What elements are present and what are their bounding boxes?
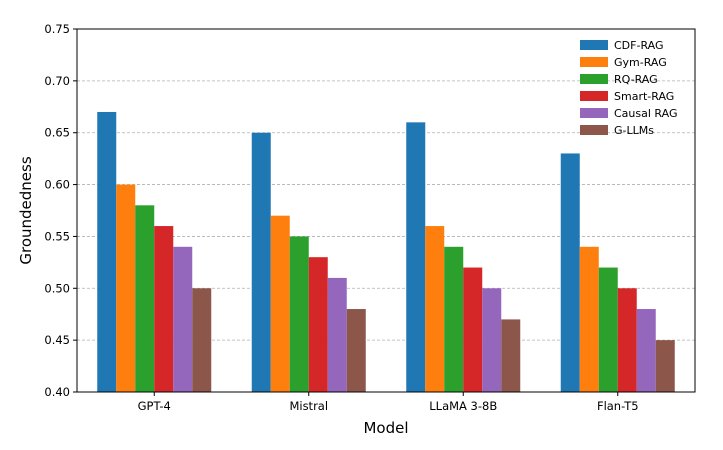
bar-g-llms-mistral [346, 309, 366, 392]
legend-label: Causal RAG [614, 107, 677, 120]
y-tick-label: 0.45 [44, 333, 70, 347]
bar-gym-rag-gpt-4 [116, 184, 136, 392]
bar-cdf-rag-llama-3-8b [406, 122, 426, 392]
legend-label: RQ-RAG [614, 73, 658, 86]
bar-cdf-rag-gpt-4 [97, 111, 117, 392]
plot-frame [76, 28, 696, 393]
bar-gym-rag-llama-3-8b [425, 226, 445, 392]
y-tick-label: 0.50 [44, 281, 70, 295]
bar-smart-rag-gpt-4 [154, 226, 174, 392]
bar-rq-rag-llama-3-8b [444, 246, 464, 392]
bar-g-llms-llama-3-8b [501, 319, 521, 392]
y-axis-ticks: 0.40 0.45 0.50 0.55 0.60 0.65 0.70 0.75 [44, 22, 77, 399]
legend-label: G-LLMs [614, 124, 654, 137]
y-tick-label: 0.60 [44, 178, 70, 192]
bar-smart-rag-flan-t5 [617, 288, 637, 392]
bar-cdf-rag-mistral [251, 132, 271, 392]
legend-swatch [580, 74, 608, 84]
x-axis-title: Model [363, 419, 408, 437]
bar-causal-rag-llama-3-8b [482, 288, 502, 392]
bar-causal-rag-mistral [327, 277, 347, 392]
bar-causal-rag-flan-t5 [636, 309, 656, 392]
bar-g-llms-gpt-4 [192, 288, 212, 392]
bar-causal-rag-gpt-4 [173, 246, 193, 392]
legend-swatch [580, 40, 608, 50]
legend: CDF-RAG Gym-RAG RQ-RAG Smart-RAG Causal RAG G… [580, 39, 677, 137]
bar-gym-rag-mistral [270, 215, 290, 392]
bar-gym-rag-flan-t5 [579, 246, 599, 392]
x-tick-label: Mistral [289, 399, 328, 413]
y-tick-label: 0.40 [44, 385, 70, 399]
y-tick-label: 0.70 [44, 74, 70, 88]
bars [97, 111, 675, 392]
legend-swatch [580, 125, 608, 135]
legend-label: CDF-RAG [614, 39, 664, 52]
x-tick-label: GPT-4 [138, 399, 171, 413]
x-axis-ticks: GPT-4 Mistral LLaMA 3-8B Flan-T5 [138, 392, 639, 413]
legend-swatch [580, 108, 608, 118]
y-tick-label: 0.55 [44, 229, 70, 243]
bar-smart-rag-mistral [308, 257, 328, 392]
bar-rq-rag-flan-t5 [598, 267, 618, 392]
bar-g-llms-flan-t5 [655, 340, 675, 392]
legend-label: Gym-RAG [614, 56, 667, 69]
y-axis-title: Groundedness [17, 156, 35, 264]
x-tick-label: LLaMA 3-8B [429, 399, 497, 413]
bar-cdf-rag-flan-t5 [560, 153, 580, 392]
bar-smart-rag-llama-3-8b [463, 267, 483, 392]
legend-swatch [580, 57, 608, 67]
legend-swatch [580, 91, 608, 101]
bar-rq-rag-mistral [289, 236, 309, 392]
y-tick-label: 0.65 [44, 126, 70, 140]
legend-label: Smart-RAG [614, 90, 674, 103]
bar-rq-rag-gpt-4 [135, 205, 155, 392]
y-tick-label: 0.75 [44, 22, 70, 36]
x-tick-label: Flan-T5 [597, 399, 639, 413]
